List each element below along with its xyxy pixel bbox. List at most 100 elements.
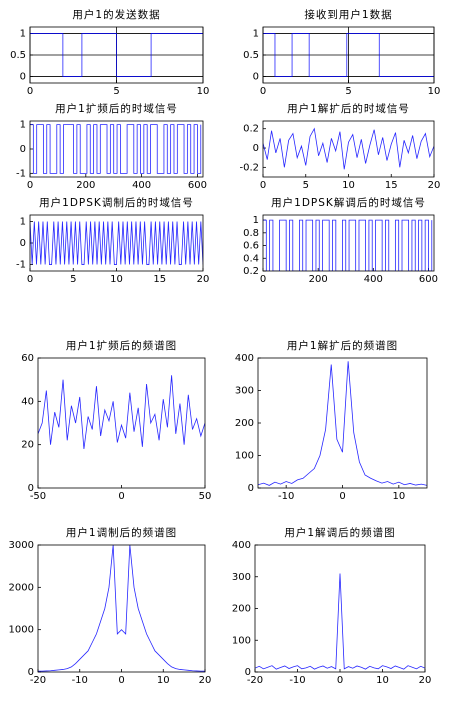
- y-tick-label: 0.6: [243, 241, 259, 252]
- x-tick-label: 600: [188, 180, 207, 191]
- subplot-title: 用户1解扩后的时域信号: [287, 102, 410, 115]
- x-tick-label: 400: [132, 180, 151, 191]
- x-tick-label: 20: [428, 180, 441, 191]
- axes-frame: [37, 544, 206, 673]
- axes-frame: [37, 357, 206, 489]
- y-tick-label: 0: [248, 483, 254, 494]
- data-layer: [30, 124, 202, 174]
- signal-line: [255, 573, 425, 670]
- data-layer: [263, 33, 434, 77]
- y-tick-label: 0.2: [243, 124, 259, 135]
- x-tick-label: 0: [260, 86, 266, 97]
- signal-line: [263, 127, 434, 170]
- subplot-title: 用户1扩频后的频谱图: [66, 339, 177, 352]
- signal-line: [30, 33, 203, 77]
- subplot: 用户1调制后的频谱图 0 1000 2000 3000 -20 -10 0 10 20: [9, 526, 212, 686]
- x-tick-label: 600: [419, 274, 438, 285]
- x-tick-label: 0: [339, 491, 345, 502]
- signal-line: [263, 33, 434, 77]
- y-tick-label: -1: [16, 168, 26, 179]
- y-tick-label: -1: [16, 260, 26, 271]
- x-tick-label: 15: [385, 180, 398, 191]
- x-tick-label: 10: [110, 274, 123, 285]
- axes-frame: [262, 26, 435, 84]
- axes-frame: [254, 544, 426, 673]
- y-tick-label: 100: [232, 635, 251, 646]
- x-tick-label: 10: [376, 675, 389, 686]
- axes-frame: [29, 120, 204, 178]
- data-layer: [258, 361, 427, 486]
- axes-frame: [257, 357, 428, 489]
- y-tick-label: 1: [253, 215, 259, 226]
- x-tick-label: 10: [428, 86, 441, 97]
- data-layer: [263, 219, 433, 271]
- y-tick-label: 60: [21, 353, 34, 364]
- x-tick-label: 0: [27, 274, 33, 285]
- plot-area: [263, 215, 434, 271]
- y-tick-label: 0: [28, 483, 34, 494]
- y-tick-label: 1: [253, 28, 259, 39]
- y-tick-label: 0: [28, 667, 34, 678]
- x-tick-label: 10: [157, 675, 170, 686]
- subplot-title: 用户1解扩后的频谱图: [287, 339, 398, 352]
- data-layer: [263, 127, 434, 170]
- data-layer: [38, 545, 205, 672]
- y-tick-label: 1: [20, 216, 26, 227]
- x-tick-label: 15: [153, 274, 166, 285]
- subplot: 用户1DPSK解调后的时域信号 0.2 0.40.6 0.8 1 0 200 400 600: [243, 196, 438, 285]
- x-tick-label: 200: [76, 180, 95, 191]
- x-tick-label: 0: [27, 180, 33, 191]
- axes-frame: [262, 214, 435, 272]
- x-tick-label: 0: [118, 675, 124, 686]
- subplot-title: 用户1调制后的频谱图: [66, 526, 177, 539]
- y-tick-label: 0.8: [243, 228, 259, 239]
- plot-area: [255, 545, 425, 672]
- signal-line: [38, 375, 205, 450]
- x-tick-label: 0: [118, 491, 124, 502]
- y-tick-label: 2000: [9, 582, 34, 593]
- y-tick-label: 0: [20, 72, 26, 83]
- signal-line: [263, 219, 433, 271]
- y-tick-label: 0.5: [243, 50, 259, 61]
- x-tick-label: 20: [197, 274, 210, 285]
- y-tick-label: 0.2: [243, 266, 259, 277]
- signal-line: [30, 124, 202, 174]
- y-tick-label: 300: [235, 386, 254, 397]
- x-tick-label: 10: [342, 180, 355, 191]
- x-tick-label: 5: [345, 86, 351, 97]
- x-tick-label: 50: [199, 491, 212, 502]
- subplot-title: 用户1DPSK调制后的时域信号: [39, 196, 194, 209]
- x-tick-label: 20: [199, 675, 212, 686]
- y-tick-label: 0: [20, 144, 26, 155]
- y-tick-label: 1000: [9, 625, 34, 636]
- y-tick-label: 0: [253, 72, 259, 83]
- data-layer: [38, 375, 205, 450]
- y-tick-label: 0: [245, 667, 251, 678]
- y-tick-label: 200: [235, 418, 254, 429]
- plot-area: [38, 545, 205, 672]
- data-layer: [30, 33, 203, 77]
- signal-line: [258, 361, 427, 486]
- y-tick-label: 3000: [9, 540, 34, 551]
- plot-area: [258, 358, 427, 488]
- x-tick-label: 5: [113, 86, 119, 97]
- signal-line: [38, 545, 205, 672]
- y-tick-label: 0.5: [10, 50, 26, 61]
- x-tick-label: -10: [278, 491, 294, 502]
- y-tick-label: 200: [232, 604, 251, 615]
- data-layer: [255, 573, 425, 670]
- x-tick-label: 0: [337, 675, 343, 686]
- subplot: 用户1解扩后的频谱图 0 100 200 300 400 -10 0 10: [235, 339, 428, 502]
- y-tick-label: 400: [232, 540, 251, 551]
- subplot: 用户1解调后的频谱图 0 100 200 300 400 -20 -10 0 10 20: [232, 526, 431, 686]
- x-tick-label: 200: [309, 274, 328, 285]
- y-tick-label: 300: [232, 572, 251, 583]
- x-tick-label: -10: [72, 675, 88, 686]
- x-tick-label: 5: [70, 274, 76, 285]
- subplot-title: 接收到用户1数据: [304, 8, 392, 21]
- y-tick-label: 20: [21, 440, 34, 451]
